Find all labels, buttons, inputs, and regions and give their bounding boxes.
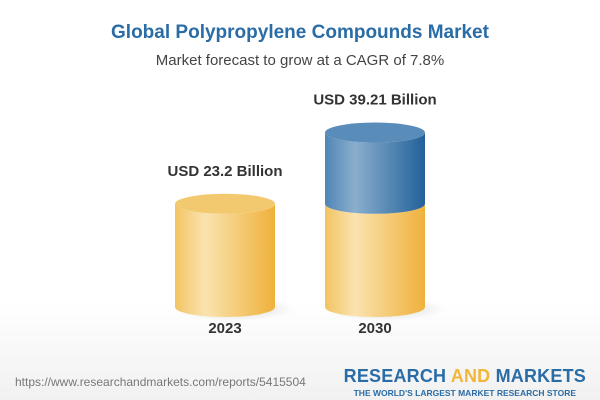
brand-logo: RESEARCH AND MARKETS THE WORLD'S LARGEST… — [343, 366, 586, 398]
cylinder-body-2023 — [175, 203, 275, 317]
cylinder-top-2023 — [175, 193, 275, 214]
chart-subtitle: Market forecast to grow at a CAGR of 7.8… — [155, 52, 445, 69]
chart-title: Global Polypropylene Compounds Market — [111, 22, 489, 43]
value-label: USD 23.2 Billion — [167, 163, 282, 180]
year-label: 2023 — [208, 320, 241, 337]
cylinder-top-2030 — [325, 122, 425, 143]
cylinder-base-segment-2030 — [325, 203, 425, 317]
report-url[interactable]: https://www.researchandmarkets.com/repor… — [15, 375, 306, 389]
year-label: 2030 — [358, 320, 391, 337]
cylinder-growth-segment-2030 — [325, 132, 425, 214]
value-label: USD 39.21 Billion — [313, 92, 436, 109]
cylinder-chart: USD 23.2 Billion 2023 USD 39.21 Billion 203… — [167, 92, 445, 337]
